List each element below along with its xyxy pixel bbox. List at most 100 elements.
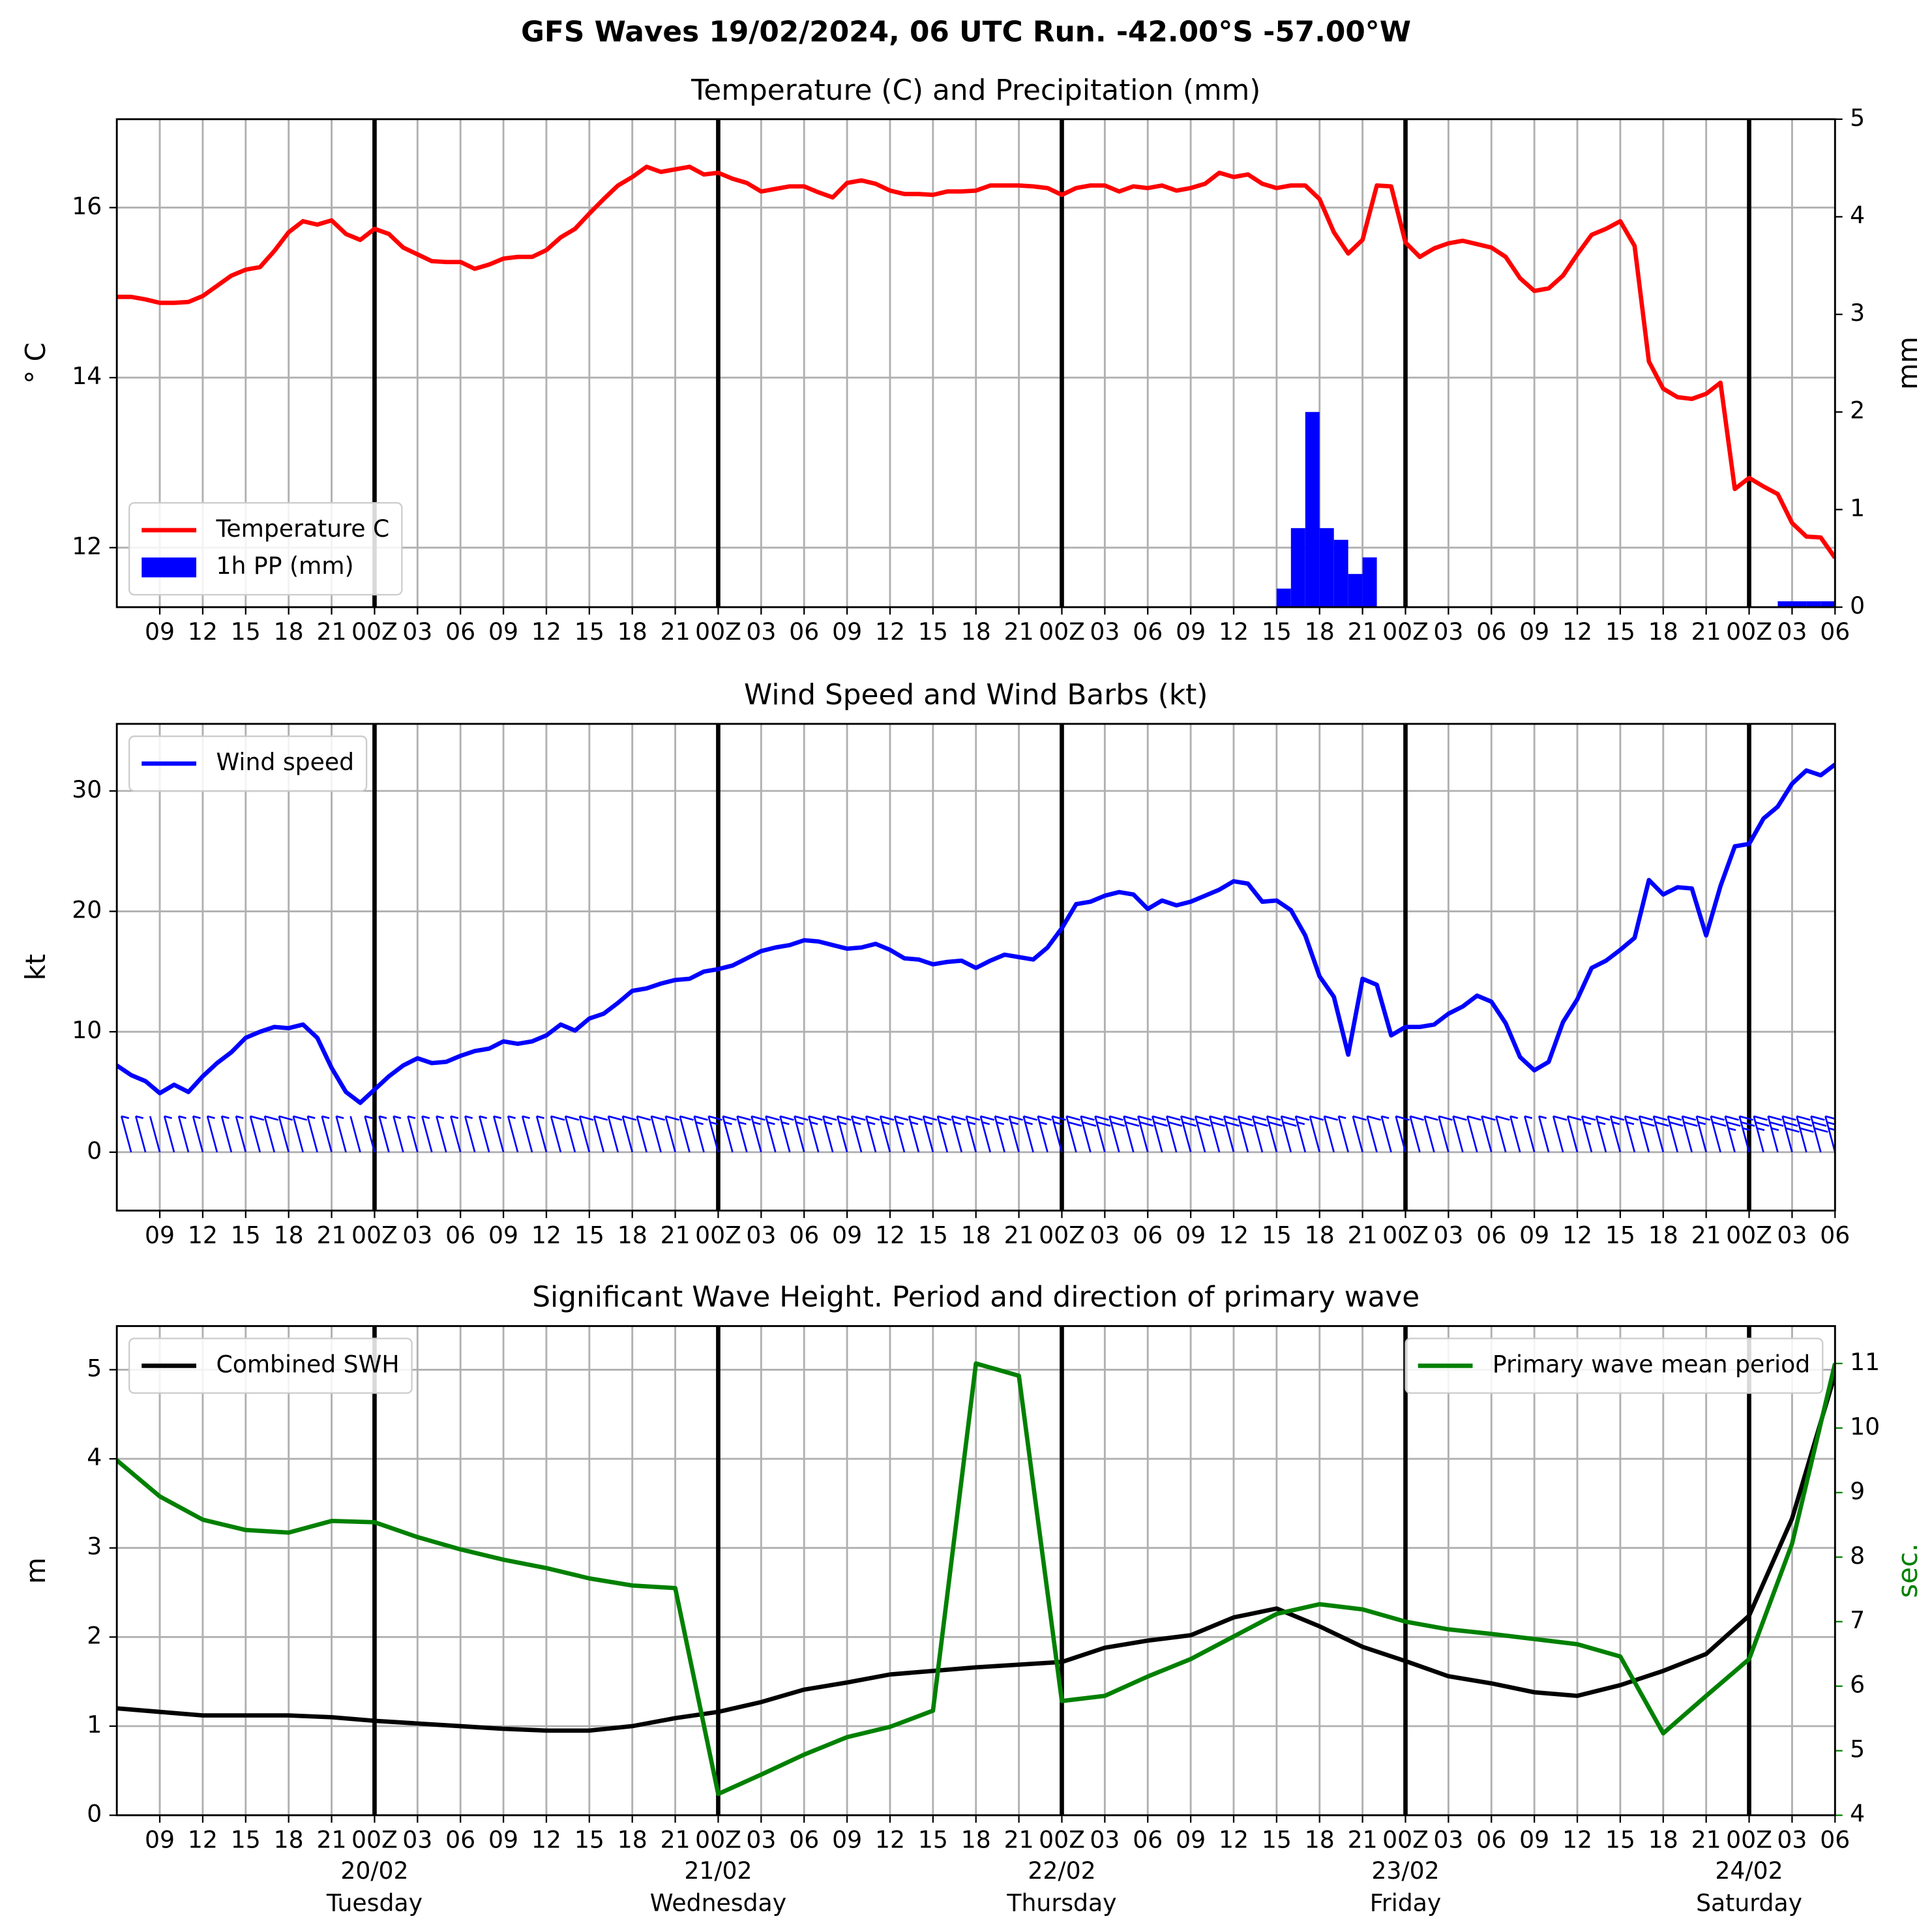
x-tick-label: 06 [1133,618,1163,646]
x-tick-label: 12 [1562,1221,1592,1249]
x-tick-label: 06 [445,1826,475,1854]
wind-barb [1395,1115,1410,1153]
wind-barb [1495,1115,1510,1153]
x-tick-label: 09 [145,618,175,646]
x-tick-label: 21 [1691,1221,1721,1249]
x-tick-label: 12 [531,618,561,646]
wind-barb [679,1115,694,1153]
axes-frame [115,118,1836,608]
x-tick-label: 03 [402,1826,432,1854]
wind-barb [1251,1115,1268,1153]
legend: Wind speed [128,735,368,792]
wind-barb [1309,1115,1324,1153]
wind-barb [1552,1115,1568,1153]
wind-barb [636,1115,651,1153]
y-tick-label: 0 [87,1137,102,1165]
legend: Combined SWH [128,1337,413,1394]
bar [1348,574,1363,608]
panel-title: Wind Speed and Wind Barbs (kt) [744,678,1208,711]
wind-barb [364,1115,376,1153]
wind-barb [607,1115,623,1153]
x-tick-label: 21 [1004,1221,1034,1249]
x-tick-label: 21 [1004,618,1034,646]
x-tick-label: 09 [488,1221,518,1249]
wind-barb [1366,1115,1382,1153]
weekday-label: Friday [1370,1889,1442,1917]
x-tick-label: 03 [1090,1826,1120,1854]
wind-barb [664,1115,680,1153]
wind-barb [1166,1115,1183,1153]
x-tick-label: 15 [574,1826,604,1854]
x-tick-label: 18 [961,1826,991,1854]
y2-axis-label: mm [1892,336,1924,390]
y2-tick-label: 7 [1850,1606,1865,1634]
wind-barb [177,1115,190,1153]
wind-barb [1595,1115,1611,1153]
x-tick-label: 15 [918,1221,948,1249]
wind-barb [1352,1115,1367,1153]
x-tick-label: 03 [1777,1826,1807,1854]
wind-barb [292,1115,308,1153]
wind-barb [1609,1115,1625,1153]
x-tick-label: 03 [1433,618,1463,646]
y2-tick-label: 9 [1850,1477,1865,1505]
wind-barb [994,1115,1009,1153]
wind-barb [163,1115,175,1153]
wind-barb [478,1115,490,1153]
weekday-label: Saturday [1696,1889,1802,1917]
y-tick-label: 30 [72,775,102,803]
x-tick-label: 06 [1820,618,1850,646]
legend-swatch [141,557,197,578]
wind-barb [1123,1115,1140,1153]
x-tick-label: 09 [1176,1221,1206,1249]
x-tick-label: 21 [317,618,347,646]
x-tick-label: 12 [188,1826,218,1854]
panel-title: Significant Wave Height. Period and dire… [532,1281,1419,1314]
x-tick-label: 21 [317,1221,347,1249]
wind-barb [1380,1115,1392,1153]
wind-barb [1781,1115,1800,1153]
x-tick-label: 12 [188,1221,218,1249]
x-tick-label: 06 [789,1826,819,1854]
bar [1333,539,1348,608]
wind-barb [1108,1115,1125,1153]
x-tick-label: 03 [1433,1826,1463,1854]
x-tick-label: 12 [188,618,218,646]
wind-barb [965,1115,981,1153]
wind-barb [1208,1115,1225,1153]
wind-barb [1223,1115,1240,1153]
line [117,762,1835,1105]
bar [1305,411,1320,608]
wind-barb [492,1115,505,1153]
legend-label: Temperature C [215,515,389,543]
weekday-label: Tuesday [326,1889,423,1917]
date-label: 20/02 [340,1857,408,1885]
date-label: 24/02 [1715,1857,1783,1885]
x-tick-label: 00Z [1382,1826,1429,1854]
line [117,164,1835,560]
x-tick-label: 03 [1777,1221,1807,1249]
x-tick-label: 03 [746,1221,776,1249]
wind-barb [779,1115,794,1153]
wind-barb [1695,1115,1711,1153]
x-tick-label: 18 [1648,618,1678,646]
page-title: GFS Waves 19/02/2024, 06 UTC Run. -42.00… [521,15,1411,48]
x-tick-label: 12 [875,1826,905,1854]
wind-barb [349,1116,361,1153]
y2-tick-label: 3 [1850,299,1865,327]
wind-barb [192,1115,204,1153]
x-tick-label: 06 [1820,1221,1850,1249]
wind-barb [1824,1115,1835,1153]
y-tick-label: 10 [72,1016,102,1044]
x-tick-label: 03 [746,1826,776,1854]
x-tick-label: 21 [1691,1826,1721,1854]
wind-barb [621,1115,637,1153]
wind-barb [1152,1115,1168,1153]
x-tick-label: 06 [445,618,475,646]
legend: Primary wave mean period [1404,1337,1824,1394]
x-tick-label: 12 [875,618,905,646]
wind-barb [535,1115,548,1153]
wind-barb [393,1115,404,1153]
wind-barb [593,1115,608,1153]
